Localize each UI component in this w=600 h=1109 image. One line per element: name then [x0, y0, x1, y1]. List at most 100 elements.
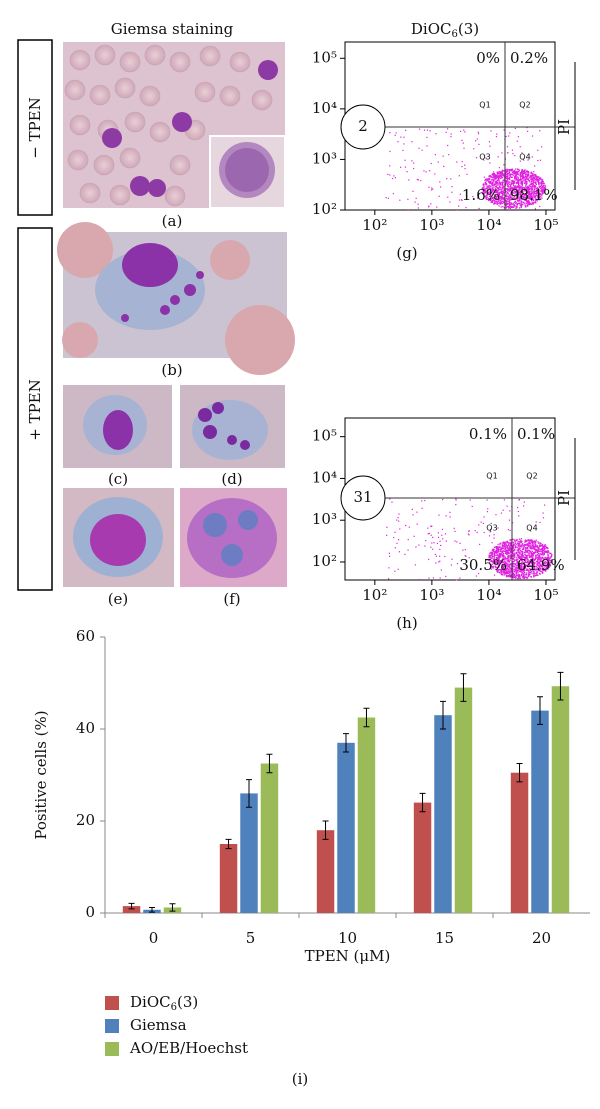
- event: [514, 577, 517, 579]
- quadrant-percent: 64.9%: [517, 556, 565, 574]
- bar: [122, 906, 141, 913]
- event: [525, 174, 527, 176]
- event: [537, 194, 540, 196]
- event: [540, 557, 542, 559]
- event: [514, 542, 516, 544]
- event: [509, 567, 511, 569]
- event: [526, 546, 529, 549]
- event: [527, 171, 530, 174]
- event: [532, 558, 534, 560]
- event: [525, 572, 528, 574]
- event: [536, 188, 538, 190]
- event: [518, 568, 521, 570]
- event: [487, 179, 489, 181]
- image-label: (b): [161, 361, 182, 379]
- event: [503, 499, 506, 501]
- event: [494, 561, 496, 563]
- event: [499, 555, 502, 557]
- event: [505, 549, 507, 551]
- event: [530, 203, 533, 206]
- event: [491, 201, 493, 203]
- event: [389, 498, 391, 500]
- event: [536, 557, 538, 559]
- event: [510, 549, 513, 551]
- event: [491, 173, 493, 176]
- event: [510, 186, 512, 188]
- event: [392, 192, 394, 195]
- event: [536, 176, 538, 178]
- event: [431, 542, 433, 544]
- event: [512, 576, 514, 578]
- event: [503, 558, 505, 560]
- event: [504, 573, 506, 575]
- event: [512, 545, 514, 547]
- event: [527, 574, 530, 576]
- event: [523, 545, 526, 547]
- event: [438, 514, 440, 516]
- event: [495, 552, 498, 554]
- event: [493, 178, 496, 180]
- event: [514, 575, 517, 577]
- event: [493, 174, 495, 177]
- event: [529, 197, 531, 199]
- event: [511, 191, 513, 194]
- quadrant-percent: 0.1%: [517, 425, 555, 443]
- event: [539, 192, 541, 195]
- event: [526, 569, 528, 571]
- event: [501, 573, 503, 575]
- event: [543, 562, 546, 564]
- event: [525, 565, 527, 567]
- error-bar: [225, 838, 232, 850]
- event: [508, 171, 511, 173]
- event: [445, 131, 447, 133]
- event: [415, 546, 417, 548]
- legend-swatch: [105, 1042, 119, 1056]
- event: [500, 201, 503, 204]
- event: [513, 571, 515, 573]
- event: [540, 184, 543, 187]
- event: [418, 544, 420, 546]
- event: [510, 564, 512, 566]
- event: [489, 185, 491, 187]
- event: [526, 130, 529, 132]
- event: [545, 566, 548, 569]
- event: [518, 576, 520, 579]
- event: [511, 149, 514, 151]
- event: [515, 188, 518, 191]
- event: [517, 181, 519, 183]
- event: [484, 184, 486, 186]
- event: [458, 175, 460, 177]
- event: [520, 565, 523, 567]
- event: [519, 200, 521, 202]
- event: [484, 182, 486, 184]
- event: [486, 188, 488, 190]
- event: [505, 188, 508, 190]
- event: [541, 568, 544, 570]
- event: [514, 556, 516, 558]
- event: [483, 192, 485, 194]
- event: [514, 169, 516, 172]
- event: [522, 553, 524, 555]
- event: [502, 568, 504, 570]
- event: [531, 197, 533, 200]
- event: [508, 180, 510, 183]
- event: [534, 547, 536, 549]
- event: [519, 160, 521, 162]
- event: [496, 133, 498, 135]
- event: [532, 544, 534, 546]
- event: [497, 548, 500, 550]
- event: [487, 199, 490, 202]
- event: [441, 528, 444, 531]
- error-bar: [169, 903, 176, 912]
- y-tick-label: 20: [76, 811, 95, 829]
- event: [545, 562, 547, 564]
- event: [535, 199, 537, 201]
- event: [500, 192, 503, 195]
- event: [507, 566, 509, 568]
- event: [525, 558, 527, 560]
- event: [505, 543, 507, 545]
- event: [542, 547, 544, 549]
- event: [510, 170, 512, 172]
- event: [518, 197, 520, 199]
- x-tick-label: 15: [435, 929, 454, 947]
